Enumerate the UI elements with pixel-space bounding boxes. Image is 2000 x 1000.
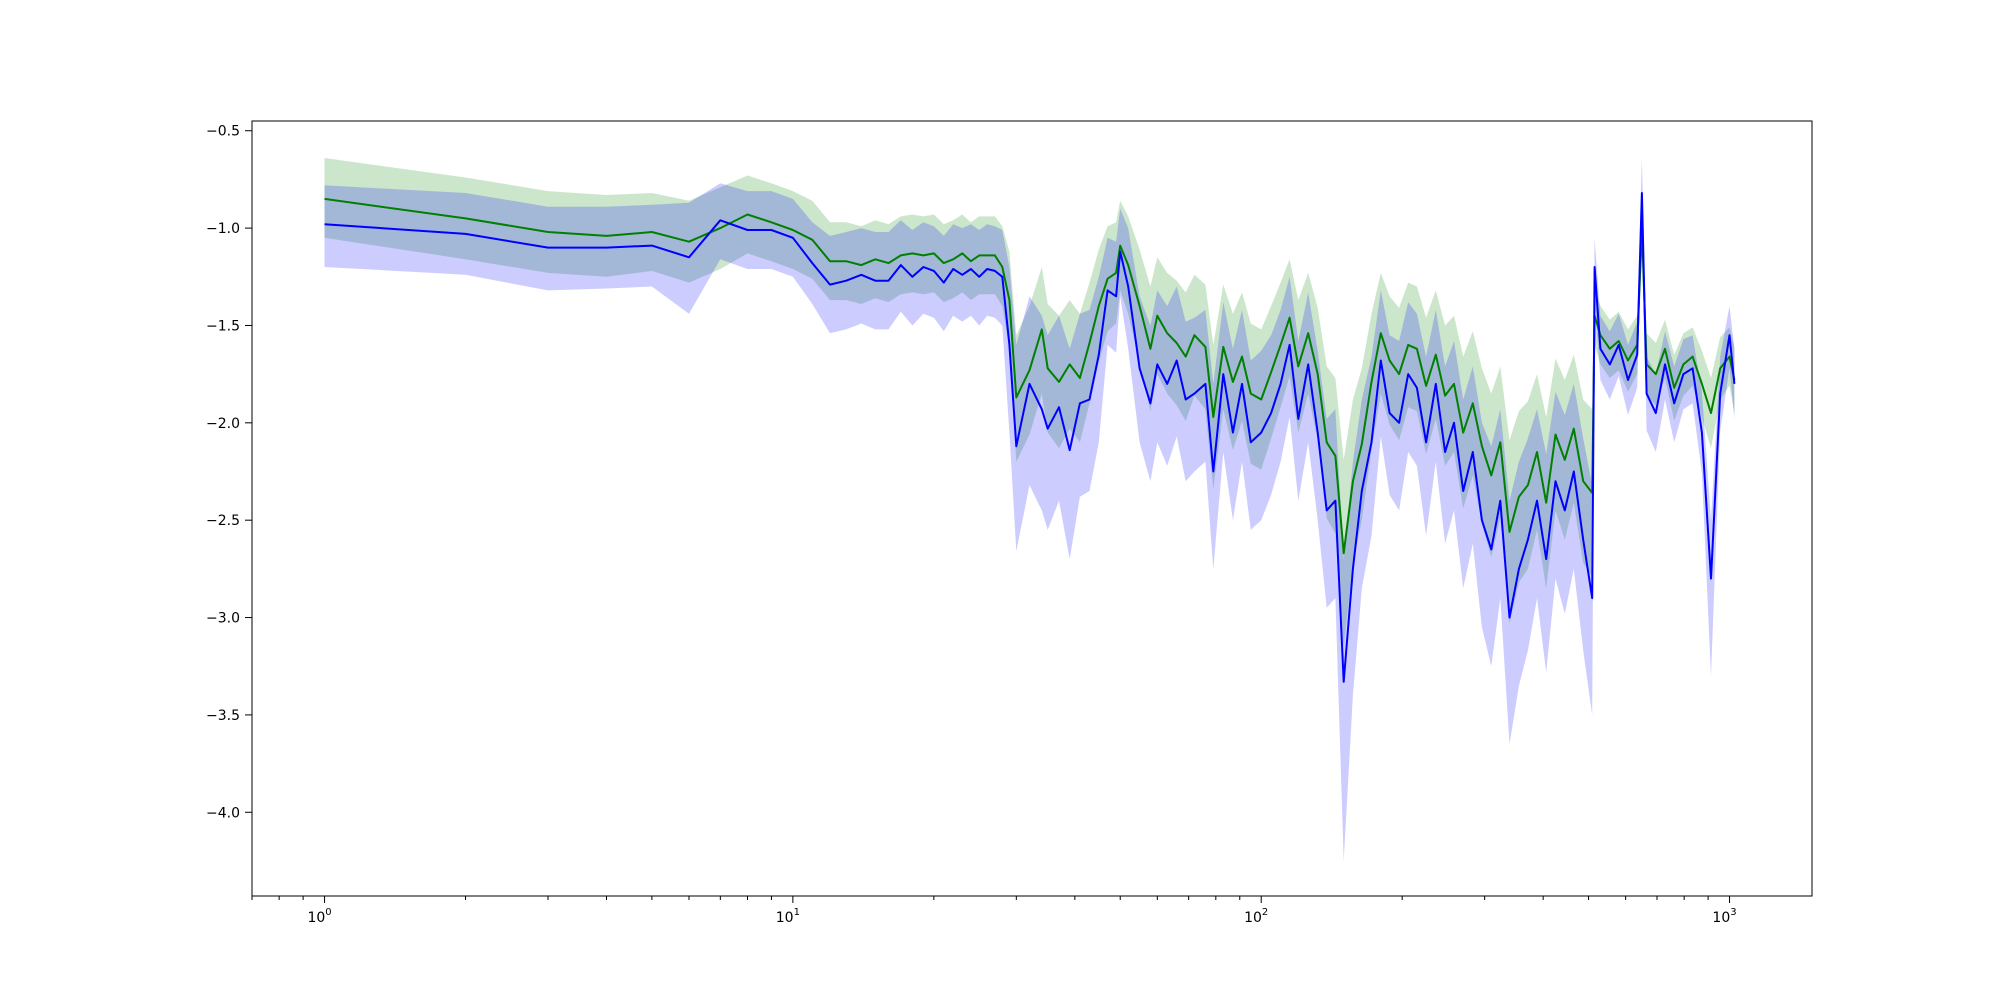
y-tick-label: −4.0 [206, 805, 240, 821]
series-2-band [324, 158, 1735, 861]
series-1-band [324, 158, 1735, 647]
y-tick-label: −3.5 [206, 708, 240, 724]
y-tick-label: −3.0 [206, 611, 240, 627]
x-axis: 100 101 102 103 [251, 896, 1737, 926]
y-tick-label: −0.5 [206, 124, 240, 140]
confidence-bands [324, 158, 1735, 861]
y-tick-label: −2.0 [206, 416, 240, 432]
y-tick-label: −2.5 [206, 513, 240, 529]
x-tick-label: 100 [307, 907, 331, 926]
series-lines [324, 192, 1736, 683]
series-2-line [324, 192, 1736, 683]
y-tick-label: −1.0 [206, 221, 240, 237]
y-axis: −0.5 −1.0 −1.5 −2.0 −2.5 −3.0 −3.5 −4.0 [206, 124, 252, 821]
y-tick-label: −1.5 [206, 318, 240, 334]
x-tick-label: 102 [1244, 907, 1268, 926]
x-tick-label: 103 [1712, 907, 1736, 926]
series-1-line [324, 197, 1736, 555]
plot-frame [251, 120, 1813, 897]
x-tick-label: 101 [776, 907, 800, 926]
